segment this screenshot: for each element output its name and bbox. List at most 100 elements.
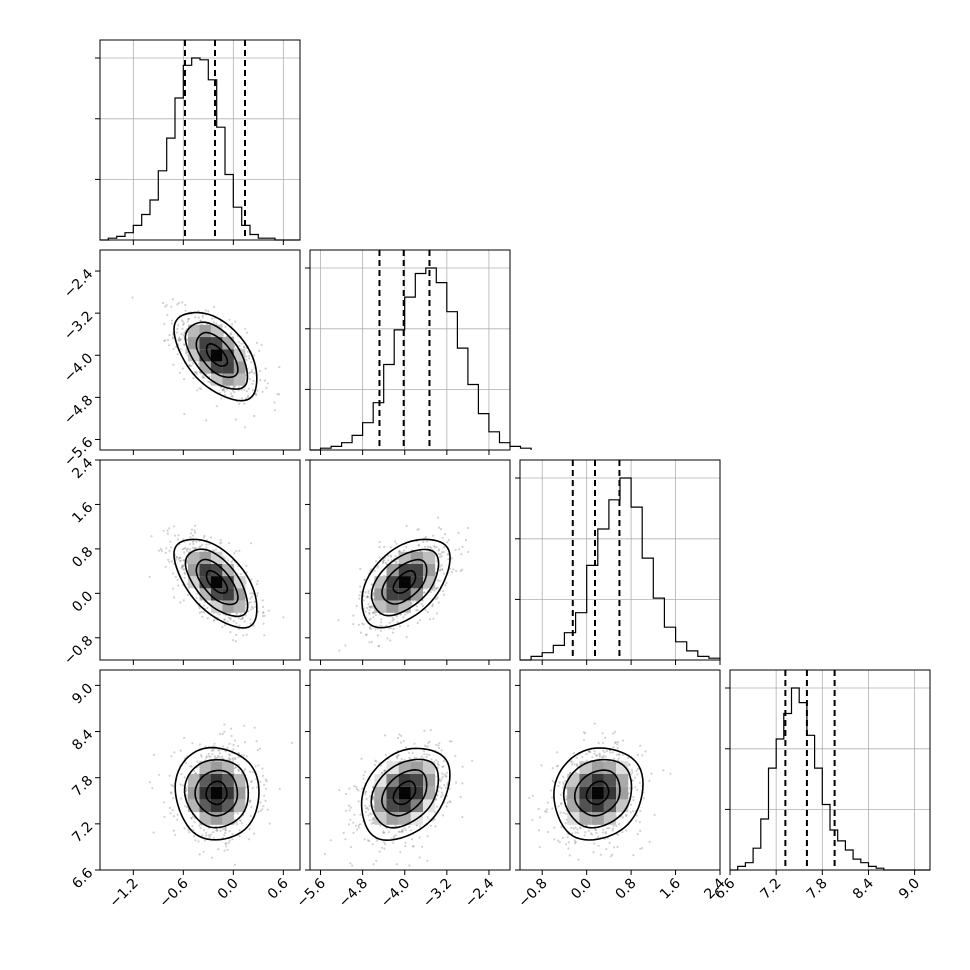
density-cell	[374, 812, 387, 825]
sample-point	[163, 801, 166, 804]
sample-point	[212, 549, 215, 552]
x-tick-label-param2: 0.8	[613, 876, 640, 903]
sample-point	[218, 752, 221, 755]
sample-point	[226, 746, 229, 749]
sample-point	[594, 828, 597, 831]
density-cell	[210, 373, 223, 386]
sample-point	[450, 557, 453, 560]
sample-point	[635, 814, 638, 817]
sample-point	[438, 742, 441, 745]
sample-point	[405, 636, 408, 639]
sample-point	[621, 831, 624, 834]
sample-point	[528, 796, 531, 800]
sample-point	[367, 589, 370, 593]
sample-point	[628, 763, 631, 766]
sample-point	[562, 786, 565, 789]
sample-point	[229, 631, 232, 634]
sample-point	[219, 756, 222, 759]
sample-point	[624, 814, 628, 818]
sample-point	[238, 829, 241, 832]
sample-point	[437, 549, 440, 552]
sample-point	[438, 569, 442, 572]
sample-point	[212, 619, 215, 622]
sample-point	[601, 732, 604, 735]
sample-point	[223, 557, 226, 560]
sample-point	[208, 380, 211, 383]
sample-point	[372, 592, 375, 595]
sample-point	[172, 525, 176, 528]
sample-point	[401, 830, 404, 833]
density-cell	[210, 349, 223, 362]
sample-point	[170, 319, 174, 322]
sample-point	[591, 756, 594, 759]
sample-point	[557, 839, 560, 842]
sample-point	[392, 627, 395, 631]
sample-point	[444, 584, 447, 587]
sample-point	[383, 831, 386, 834]
sample-point	[238, 402, 241, 405]
sample-point	[237, 341, 240, 344]
sample-point	[221, 732, 224, 736]
sample-point	[383, 734, 387, 737]
sample-point	[396, 754, 399, 757]
sample-point	[608, 826, 611, 830]
contour-3-0-3	[174, 746, 260, 841]
sample-point	[439, 555, 442, 558]
sample-point	[440, 555, 443, 558]
sample-point	[178, 339, 181, 342]
sample-point	[441, 791, 444, 794]
sample-point	[556, 751, 559, 754]
sample-point	[608, 841, 611, 845]
sample-point	[370, 627, 373, 630]
sample-point	[217, 848, 220, 851]
sample-point	[172, 829, 175, 832]
density-cell	[222, 576, 234, 589]
contour-1-0-3	[173, 311, 258, 402]
sample-point	[564, 812, 568, 815]
sample-point	[215, 756, 218, 760]
sample-point	[567, 841, 570, 844]
sample-point	[422, 540, 425, 544]
sample-point	[394, 555, 397, 558]
sample-point	[172, 347, 175, 351]
sample-point	[375, 760, 378, 763]
sample-point	[427, 741, 430, 745]
sample-point	[212, 321, 215, 324]
sample-point	[653, 813, 656, 817]
sample-point	[221, 331, 225, 335]
sample-point	[382, 831, 385, 834]
sample-point	[205, 834, 208, 837]
sample-point	[237, 769, 240, 772]
sample-point	[256, 748, 259, 752]
sample-point	[372, 817, 375, 820]
sample-point	[445, 581, 448, 585]
sample-point	[175, 555, 178, 559]
sample-point	[175, 331, 179, 334]
sample-point	[168, 527, 171, 530]
sample-point	[405, 545, 408, 549]
sample-point	[349, 806, 352, 809]
sample-point	[238, 549, 241, 552]
sample-point	[372, 616, 375, 619]
sample-point	[257, 810, 260, 813]
sample-point	[158, 549, 161, 552]
sample-point	[178, 371, 181, 374]
sample-point	[359, 590, 362, 593]
sample-point	[228, 839, 231, 842]
sample-point	[544, 810, 547, 813]
sample-point	[371, 818, 374, 822]
sample-point	[250, 806, 253, 809]
sample-point	[247, 610, 250, 613]
sample-point	[381, 561, 385, 564]
sample-point	[632, 810, 635, 813]
sample-point	[222, 745, 225, 748]
contour-1-0-0	[205, 342, 229, 367]
sample-point	[237, 763, 240, 766]
sample-point	[337, 619, 340, 622]
density-cell	[188, 576, 200, 589]
sample-point	[374, 759, 377, 762]
sample-point	[591, 833, 594, 836]
contour-3-1-0	[392, 780, 417, 806]
density-cell	[222, 337, 234, 350]
sample-point	[448, 787, 451, 790]
